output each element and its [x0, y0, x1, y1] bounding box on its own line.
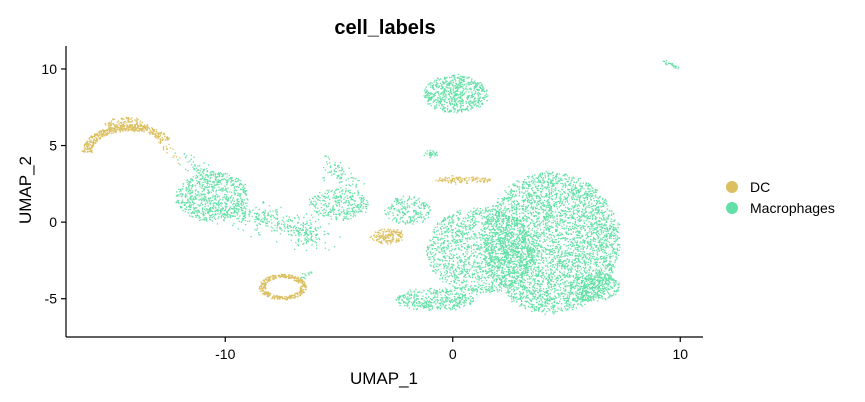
- points-macrophages: [174, 60, 680, 315]
- legend-label-macrophages: Macrophages: [750, 200, 835, 216]
- series-dc: [81, 116, 491, 301]
- x-tick-label: -10: [215, 346, 235, 362]
- y-axis-title: UMAP_2: [16, 156, 35, 224]
- x-axis-title: UMAP_1: [350, 369, 418, 388]
- legend-label-dc: DC: [750, 179, 770, 195]
- series-macrophages: [174, 60, 680, 315]
- legend-swatch-macrophages: [726, 202, 738, 214]
- points-dc: [81, 116, 491, 301]
- y-tick-label: 10: [41, 61, 57, 77]
- y-tick-label: 0: [49, 214, 57, 230]
- legend: DC Macrophages: [726, 179, 835, 216]
- x-ticks: -10 0 10: [215, 337, 688, 362]
- points-layer: [81, 60, 680, 315]
- axes: [65, 46, 703, 338]
- y-tick-label: 5: [49, 138, 57, 154]
- chart-title: cell_labels: [334, 17, 435, 39]
- legend-swatch-dc: [726, 181, 738, 193]
- y-ticks: -5 0 5 10: [41, 61, 66, 307]
- x-tick-label: 10: [672, 346, 688, 362]
- y-tick-label: -5: [45, 291, 58, 307]
- x-tick-label: 0: [449, 346, 457, 362]
